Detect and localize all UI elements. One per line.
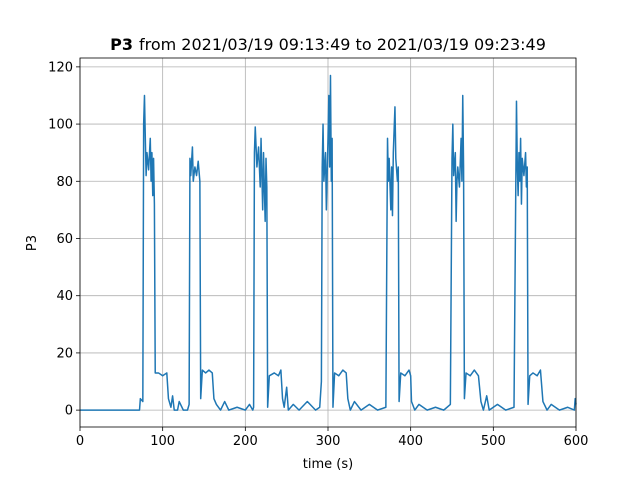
series-line <box>80 74 577 411</box>
x-tick-label: 0 <box>76 434 84 449</box>
x-tick-label: 500 <box>481 434 506 449</box>
y-tick-label: 80 <box>56 175 73 190</box>
x-tick-label: 200 <box>233 434 258 449</box>
x-tick-label: 400 <box>398 434 423 449</box>
plot-frame <box>79 57 577 428</box>
y-tick-label: 100 <box>48 118 73 133</box>
y-axis-label: P3 <box>25 235 40 251</box>
chart-title: P3 from 2021/03/19 09:13:49 to 2021/03/19… <box>110 35 546 54</box>
y-tick-label: 60 <box>56 232 73 247</box>
y-tick-label: 120 <box>48 60 73 75</box>
y-tick-label: 40 <box>56 289 73 304</box>
x-axis-label: time (s) <box>303 457 353 472</box>
y-tick-label: 0 <box>65 404 73 419</box>
title-bold: P3 <box>110 35 133 54</box>
x-tick-label: 600 <box>564 434 589 449</box>
title-rest: from 2021/03/19 09:13:49 to 2021/03/19 0… <box>139 35 546 54</box>
x-tick-label: 300 <box>316 434 341 449</box>
y-tick-label: 20 <box>56 346 73 361</box>
x-tick-label: 100 <box>150 434 175 449</box>
